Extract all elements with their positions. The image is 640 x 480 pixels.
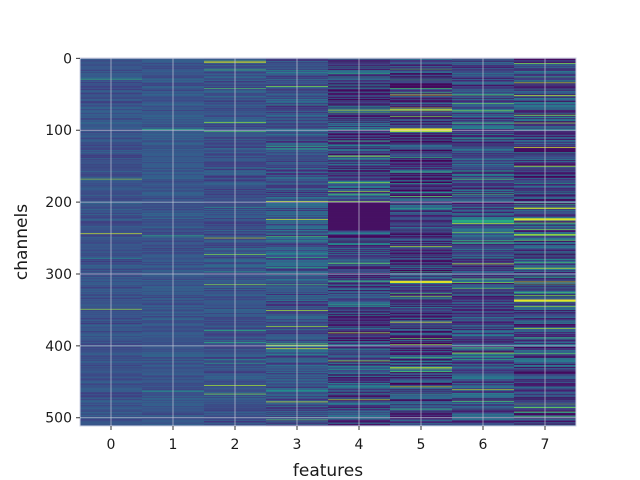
x-tick-label: 3 xyxy=(293,437,302,453)
x-axis-ticks: 0 1 2 3 4 5 6 7 xyxy=(107,426,550,453)
y-axis-label: channels xyxy=(12,204,32,280)
plot-frame xyxy=(79,57,577,427)
y-tick-label: 400 xyxy=(45,339,72,355)
x-tick-label: 7 xyxy=(541,437,550,453)
x-tick-label: 4 xyxy=(355,437,364,453)
x-tick-label: 1 xyxy=(169,437,178,453)
x-tick-label: 0 xyxy=(107,437,116,453)
y-tick-label: 100 xyxy=(45,123,72,139)
x-tick-label: 6 xyxy=(479,437,488,453)
y-tick-label: 0 xyxy=(63,51,72,67)
y-tick-label: 300 xyxy=(45,267,72,283)
x-axis-label: features xyxy=(293,461,363,480)
x-tick-label: 5 xyxy=(417,437,426,453)
heatmap-cells xyxy=(80,58,577,427)
y-axis-ticks: 0 100 200 300 400 500 xyxy=(45,51,80,427)
y-tick-label: 200 xyxy=(45,195,72,211)
y-tick-label: 500 xyxy=(45,411,72,427)
x-tick-label: 2 xyxy=(231,437,240,453)
plot-area xyxy=(79,57,577,427)
